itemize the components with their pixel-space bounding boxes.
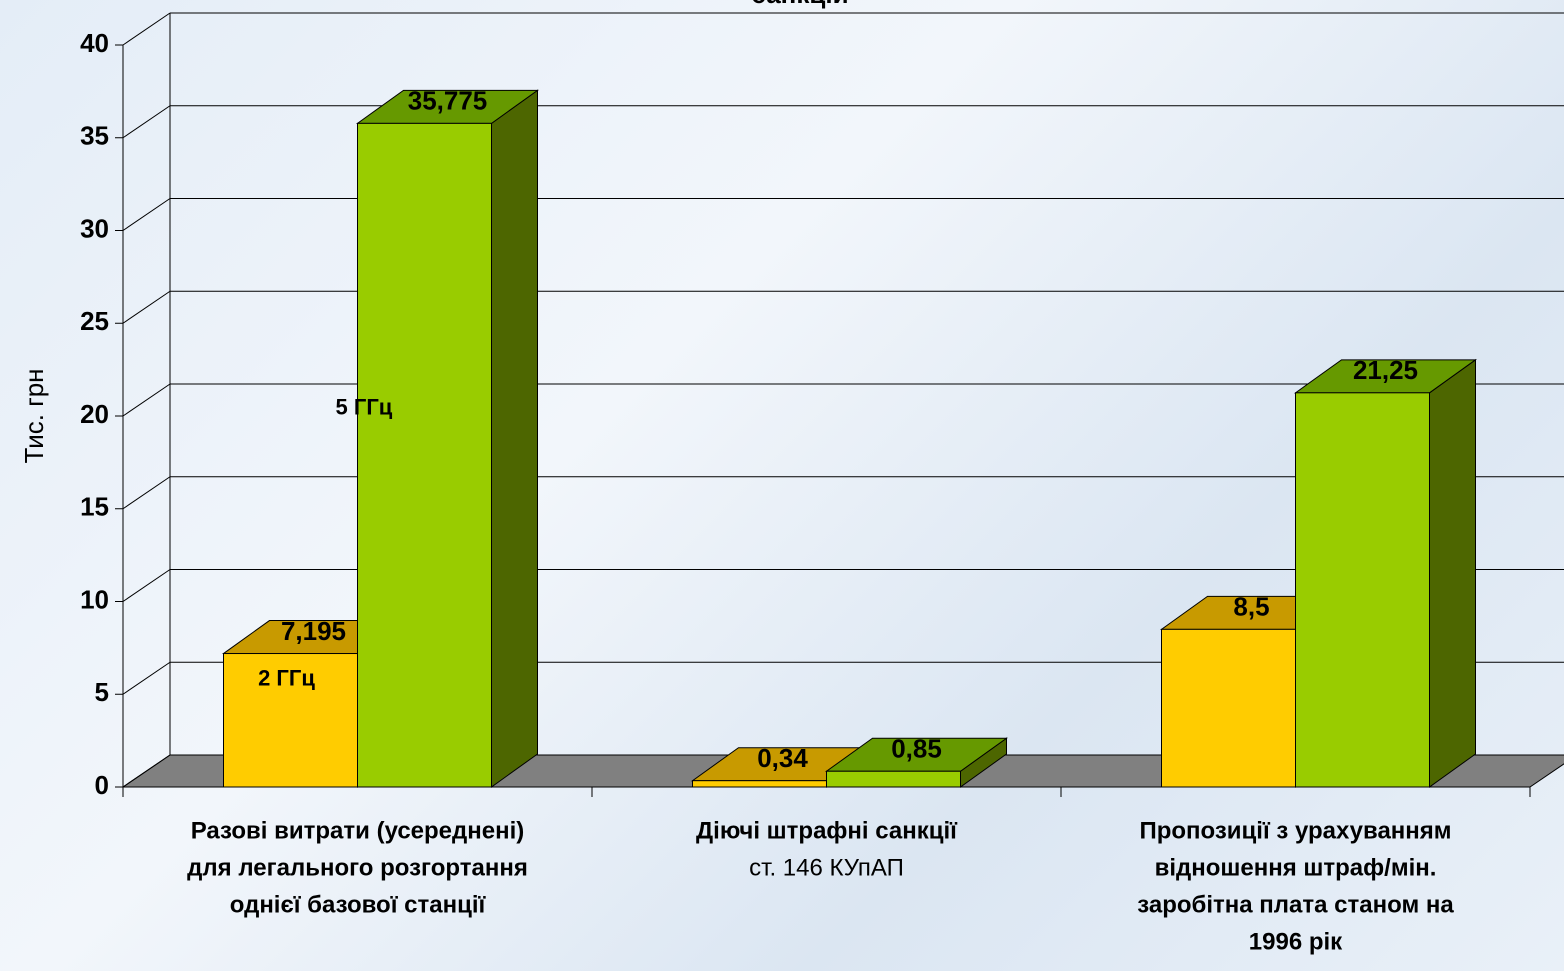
bar <box>1161 628 1296 788</box>
y-tick-label: 10 <box>80 584 109 614</box>
y-tick-label: 35 <box>80 121 109 151</box>
x-tick-label: однієї базової станції <box>230 891 487 918</box>
wall-line <box>122 198 171 231</box>
y-tick-label: 40 <box>80 28 109 58</box>
data-label: 0,85 <box>891 734 942 764</box>
data-label: 35,775 <box>408 86 488 116</box>
wall-line <box>122 12 171 46</box>
bar <box>1295 392 1430 788</box>
data-label: 7,195 <box>281 616 346 646</box>
x-tick-label: для легального розгортання <box>187 854 528 881</box>
x-tick-label: Разові витрати (усереднені) <box>191 817 525 844</box>
wall-line <box>122 290 171 324</box>
y-tick-label: 0 <box>95 770 109 800</box>
y-axis-label: Тис. грн <box>19 368 49 463</box>
bar <box>223 653 358 788</box>
x-tick-label: ст. 146 КУпАП <box>749 854 904 881</box>
data-label: 0,34 <box>757 743 808 773</box>
legend-label: 5 ГГц <box>336 395 393 420</box>
x-tick-label: Діючі штрафні санкції <box>696 817 958 844</box>
y-tick-label: 20 <box>80 399 109 429</box>
legend-label: 2 ГГц <box>258 665 315 690</box>
bar <box>826 770 961 788</box>
x-tick-label: відношення штраф/мін. <box>1155 854 1437 881</box>
data-label: 8,5 <box>1233 592 1269 622</box>
bar-side <box>491 89 538 788</box>
data-label: 21,25 <box>1353 355 1418 385</box>
chart-title: санкцій <box>751 0 848 9</box>
wall-line <box>122 383 171 417</box>
y-tick-label: 25 <box>80 306 109 336</box>
x-tick-label: заробітна плата станом на <box>1137 891 1454 918</box>
wall-line <box>122 754 171 788</box>
wall-line <box>122 569 171 602</box>
y-tick-label: 15 <box>80 492 109 522</box>
wall-line <box>122 661 171 695</box>
y-tick-label: 5 <box>95 677 109 707</box>
bar-side <box>1429 358 1476 788</box>
wall-line <box>122 476 171 510</box>
y-tick-label: 30 <box>80 213 109 243</box>
bar <box>692 780 827 788</box>
x-tick-label: 1996 рік <box>1249 928 1343 955</box>
wall-line <box>122 105 171 139</box>
bar <box>357 122 492 788</box>
x-tick-label: Пропозиції з урахуванням <box>1139 817 1451 844</box>
